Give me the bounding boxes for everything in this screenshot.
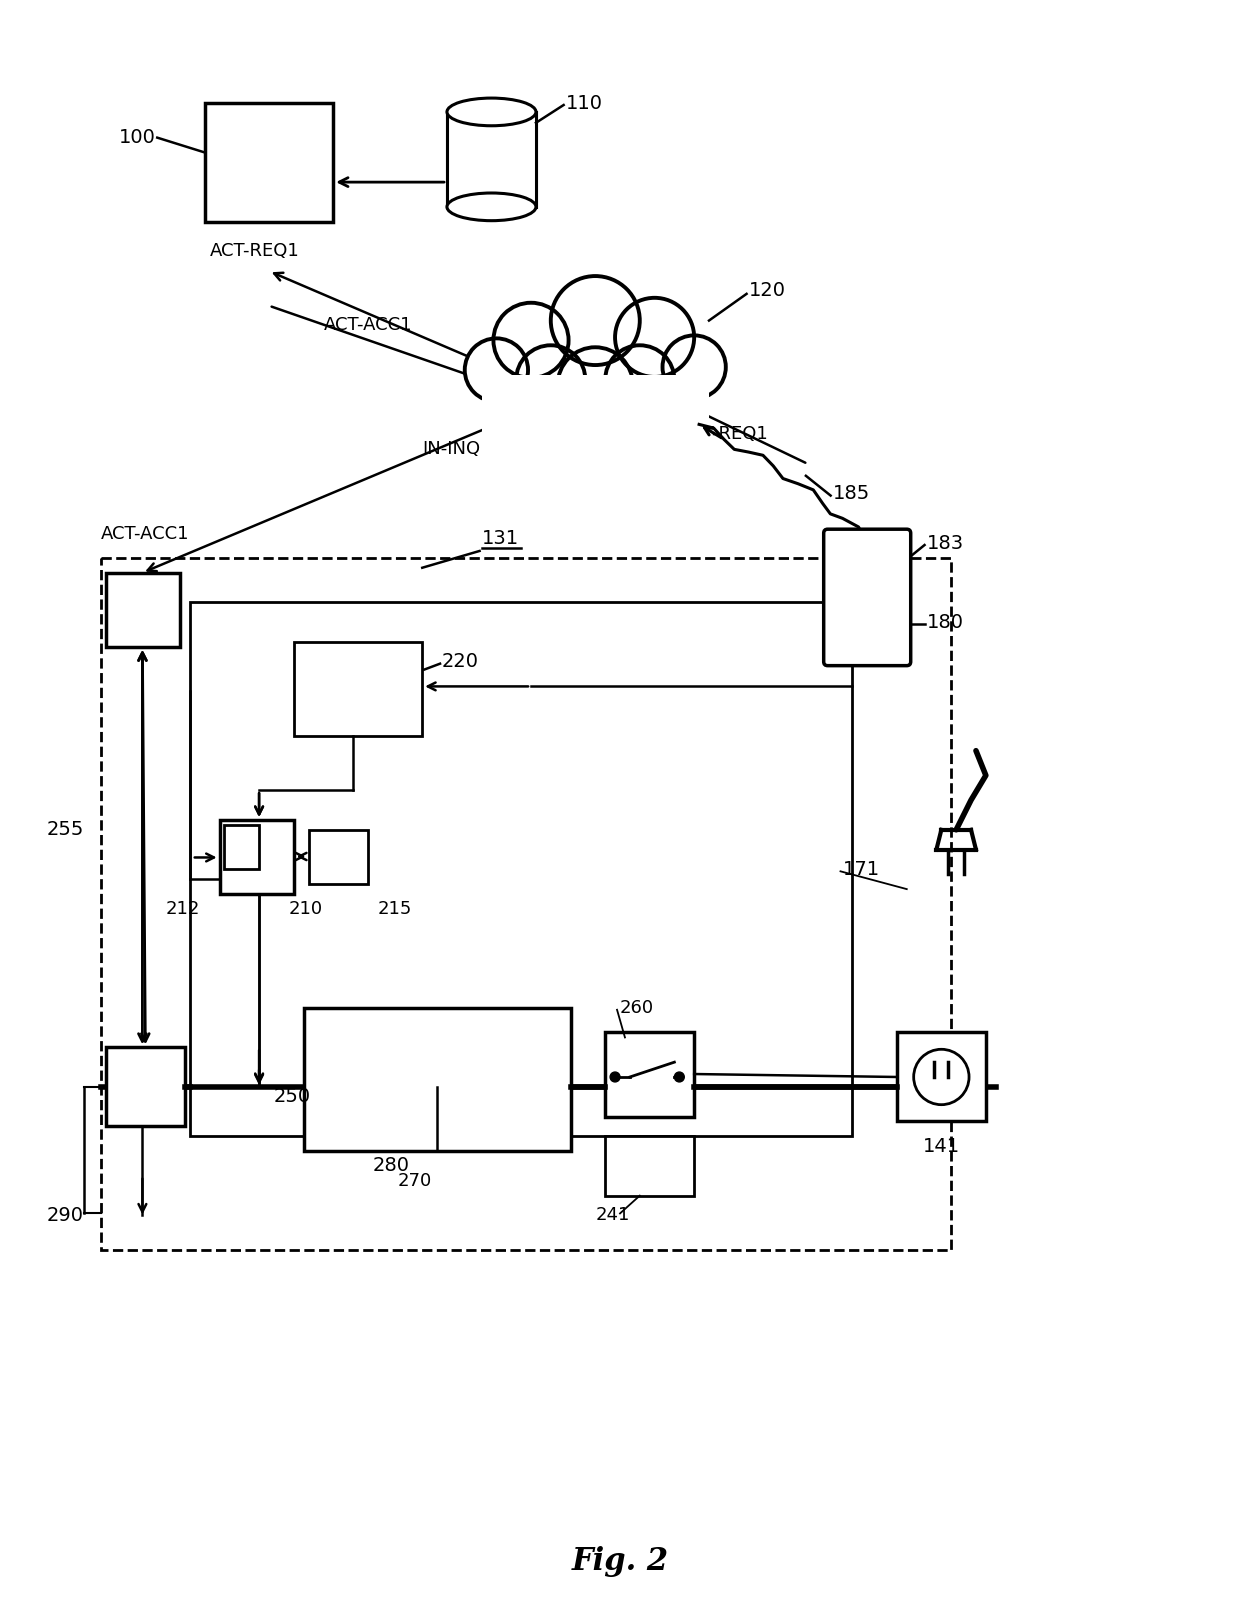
Text: 270: 270 — [398, 1171, 432, 1191]
Bar — [897, 1033, 986, 1121]
Bar — [605, 1033, 694, 1116]
Circle shape — [551, 276, 640, 365]
Bar — [205, 104, 334, 222]
Circle shape — [494, 303, 569, 378]
Bar — [219, 819, 294, 894]
Circle shape — [558, 347, 632, 422]
Text: IN-INQ1: IN-INQ1 — [423, 440, 492, 457]
Text: 290: 290 — [47, 1205, 84, 1225]
Text: 280: 280 — [373, 1156, 409, 1176]
Text: 250: 250 — [274, 1087, 311, 1106]
Text: ACT-REQ1: ACT-REQ1 — [680, 425, 769, 443]
Bar — [190, 602, 852, 1137]
Circle shape — [605, 345, 675, 415]
Bar — [100, 558, 951, 1251]
Text: 183: 183 — [926, 534, 963, 553]
Bar — [105, 1048, 185, 1126]
Text: 255: 255 — [47, 821, 84, 839]
Text: 212: 212 — [165, 900, 200, 918]
Text: 185: 185 — [832, 483, 869, 503]
Text: 210: 210 — [289, 900, 322, 918]
Text: ACT-ACC1: ACT-ACC1 — [100, 526, 190, 543]
Text: ACT-ACC1: ACT-ACC1 — [324, 316, 412, 334]
Text: 110: 110 — [565, 94, 603, 112]
Circle shape — [615, 298, 694, 376]
Bar — [224, 826, 259, 869]
FancyBboxPatch shape — [823, 529, 910, 665]
Text: 100: 100 — [118, 128, 155, 148]
Bar — [294, 642, 423, 736]
Ellipse shape — [446, 193, 536, 221]
Circle shape — [465, 339, 528, 402]
Bar — [605, 1137, 694, 1195]
Text: 131: 131 — [481, 529, 518, 548]
Text: 171: 171 — [842, 860, 879, 879]
Bar — [446, 112, 536, 208]
Text: 180: 180 — [926, 613, 963, 631]
Text: 260: 260 — [620, 999, 655, 1017]
Bar — [481, 375, 709, 454]
Circle shape — [662, 336, 725, 399]
Bar — [105, 573, 180, 647]
Text: 241: 241 — [595, 1207, 630, 1225]
Circle shape — [675, 1072, 684, 1082]
Bar — [304, 1007, 570, 1152]
Circle shape — [610, 1072, 620, 1082]
Bar — [446, 112, 536, 208]
Text: 215: 215 — [378, 900, 412, 918]
Text: 141: 141 — [923, 1137, 960, 1156]
Text: 120: 120 — [749, 281, 786, 300]
Text: ACT-REQ1: ACT-REQ1 — [210, 242, 299, 261]
Text: 220: 220 — [441, 652, 479, 672]
Ellipse shape — [446, 97, 536, 127]
Bar — [309, 830, 368, 884]
Circle shape — [516, 345, 585, 415]
Text: Fig. 2: Fig. 2 — [572, 1546, 668, 1577]
